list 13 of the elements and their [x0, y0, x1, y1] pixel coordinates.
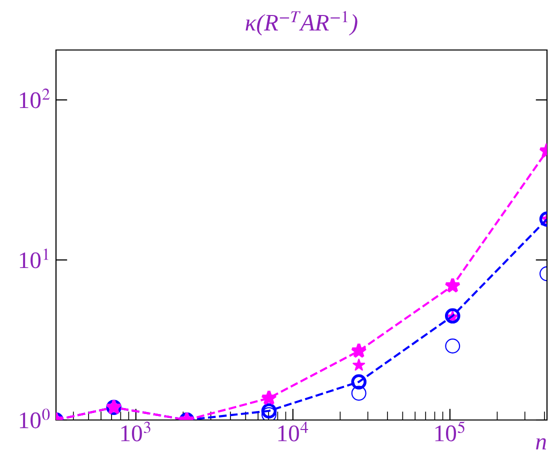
x-tick-label: 10$^{3}$	[121, 422, 150, 442]
point	[261, 403, 277, 419]
point	[261, 407, 276, 420]
x-tick-label: 10$^{4}$	[278, 422, 308, 442]
x-axis-title: n	[536, 438, 546, 450]
y-tick-label: 10$^{0}$	[20, 408, 50, 428]
chart-title: κ(R$^{−T}$AR$^{−1}$)	[246, 10, 358, 36]
point	[444, 277, 461, 293]
x-tick-label: 10$^{5}$	[435, 421, 465, 442]
y-tick-label: 10$^{1}$	[20, 248, 48, 268]
y-tick-label: 10$^{2}$	[20, 88, 50, 108]
point	[260, 390, 277, 406]
point	[445, 338, 460, 354]
